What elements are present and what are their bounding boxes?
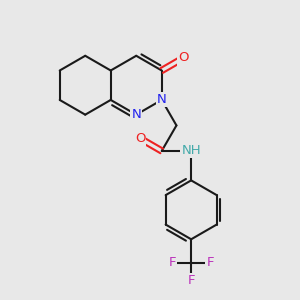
Text: N: N [157, 93, 166, 106]
Text: O: O [135, 132, 145, 145]
Text: F: F [188, 274, 195, 287]
Text: O: O [178, 52, 189, 64]
Text: NH: NH [182, 144, 201, 158]
Text: F: F [168, 256, 176, 269]
Text: N: N [131, 108, 141, 121]
Text: F: F [207, 256, 214, 269]
